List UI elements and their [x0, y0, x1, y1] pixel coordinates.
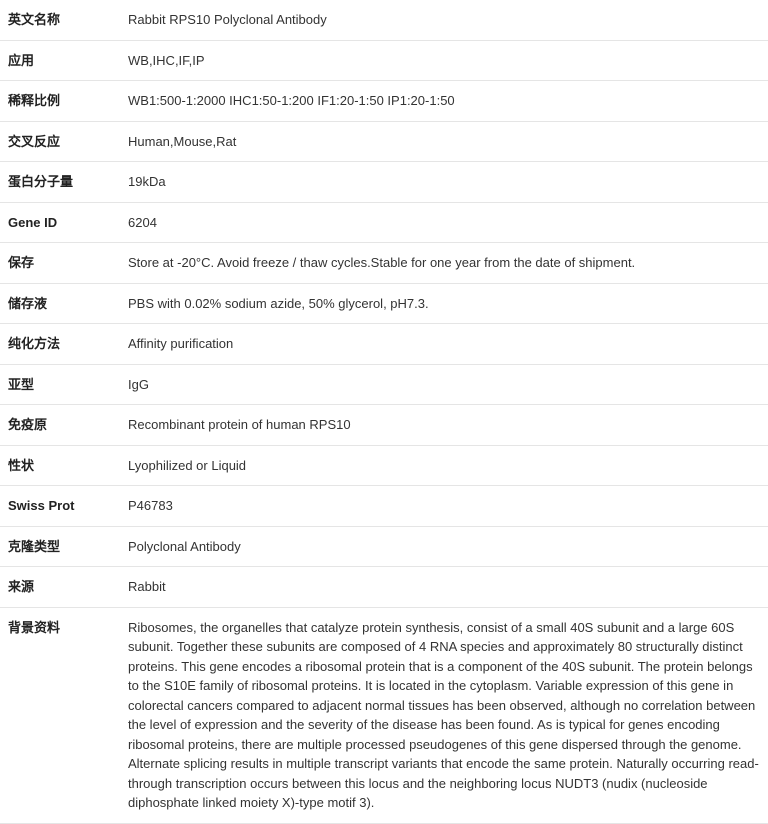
row-value: Rabbit — [120, 567, 768, 608]
row-value: Recombinant protein of human RPS10 — [120, 405, 768, 446]
table-row: 纯化方法Affinity purification — [0, 324, 768, 365]
row-label: 英文名称 — [0, 0, 120, 40]
row-value: Polyclonal Antibody — [120, 526, 768, 567]
table-row: 储存液PBS with 0.02% sodium azide, 50% glyc… — [0, 283, 768, 324]
row-label: Swiss Prot — [0, 486, 120, 527]
row-value: PBS with 0.02% sodium azide, 50% glycero… — [120, 283, 768, 324]
row-value: 19kDa — [120, 162, 768, 203]
row-value: P46783 — [120, 486, 768, 527]
table-row: Gene ID6204 — [0, 202, 768, 243]
row-label: 性状 — [0, 445, 120, 486]
row-label: 交叉反应 — [0, 121, 120, 162]
table-row: 克隆类型Polyclonal Antibody — [0, 526, 768, 567]
row-label: 稀释比例 — [0, 81, 120, 122]
row-value: 6204 — [120, 202, 768, 243]
table-row: 英文名称Rabbit RPS10 Polyclonal Antibody — [0, 0, 768, 40]
table-row: 亚型IgG — [0, 364, 768, 405]
table-row: 保存Store at -20°C. Avoid freeze / thaw cy… — [0, 243, 768, 284]
table-row: 蛋白分子量19kDa — [0, 162, 768, 203]
row-label: 免疫原 — [0, 405, 120, 446]
row-label: 储存液 — [0, 283, 120, 324]
table-row: 交叉反应Human,Mouse,Rat — [0, 121, 768, 162]
row-label: 应用 — [0, 40, 120, 81]
row-value: Store at -20°C. Avoid freeze / thaw cycl… — [120, 243, 768, 284]
row-value: WB,IHC,IF,IP — [120, 40, 768, 81]
row-label: 克隆类型 — [0, 526, 120, 567]
spec-tbody: 英文名称Rabbit RPS10 Polyclonal Antibody应用WB… — [0, 0, 768, 823]
row-label: 蛋白分子量 — [0, 162, 120, 203]
table-row: 性状Lyophilized or Liquid — [0, 445, 768, 486]
spec-table: 英文名称Rabbit RPS10 Polyclonal Antibody应用WB… — [0, 0, 768, 824]
row-value: IgG — [120, 364, 768, 405]
row-value: WB1:500-1:2000 IHC1:50-1:200 IF1:20-1:50… — [120, 81, 768, 122]
row-label: 纯化方法 — [0, 324, 120, 365]
row-value: Ribosomes, the organelles that catalyze … — [120, 607, 768, 823]
row-value: Affinity purification — [120, 324, 768, 365]
row-label: 背景资料 — [0, 607, 120, 823]
table-row: 免疫原Recombinant protein of human RPS10 — [0, 405, 768, 446]
row-value: Rabbit RPS10 Polyclonal Antibody — [120, 0, 768, 40]
table-row: 稀释比例WB1:500-1:2000 IHC1:50-1:200 IF1:20-… — [0, 81, 768, 122]
table-row: 应用WB,IHC,IF,IP — [0, 40, 768, 81]
table-row: 来源Rabbit — [0, 567, 768, 608]
row-value: Lyophilized or Liquid — [120, 445, 768, 486]
row-value: Human,Mouse,Rat — [120, 121, 768, 162]
table-row: Swiss ProtP46783 — [0, 486, 768, 527]
row-label: 来源 — [0, 567, 120, 608]
row-label: 保存 — [0, 243, 120, 284]
row-label: 亚型 — [0, 364, 120, 405]
row-label: Gene ID — [0, 202, 120, 243]
table-row: 背景资料Ribosomes, the organelles that catal… — [0, 607, 768, 823]
